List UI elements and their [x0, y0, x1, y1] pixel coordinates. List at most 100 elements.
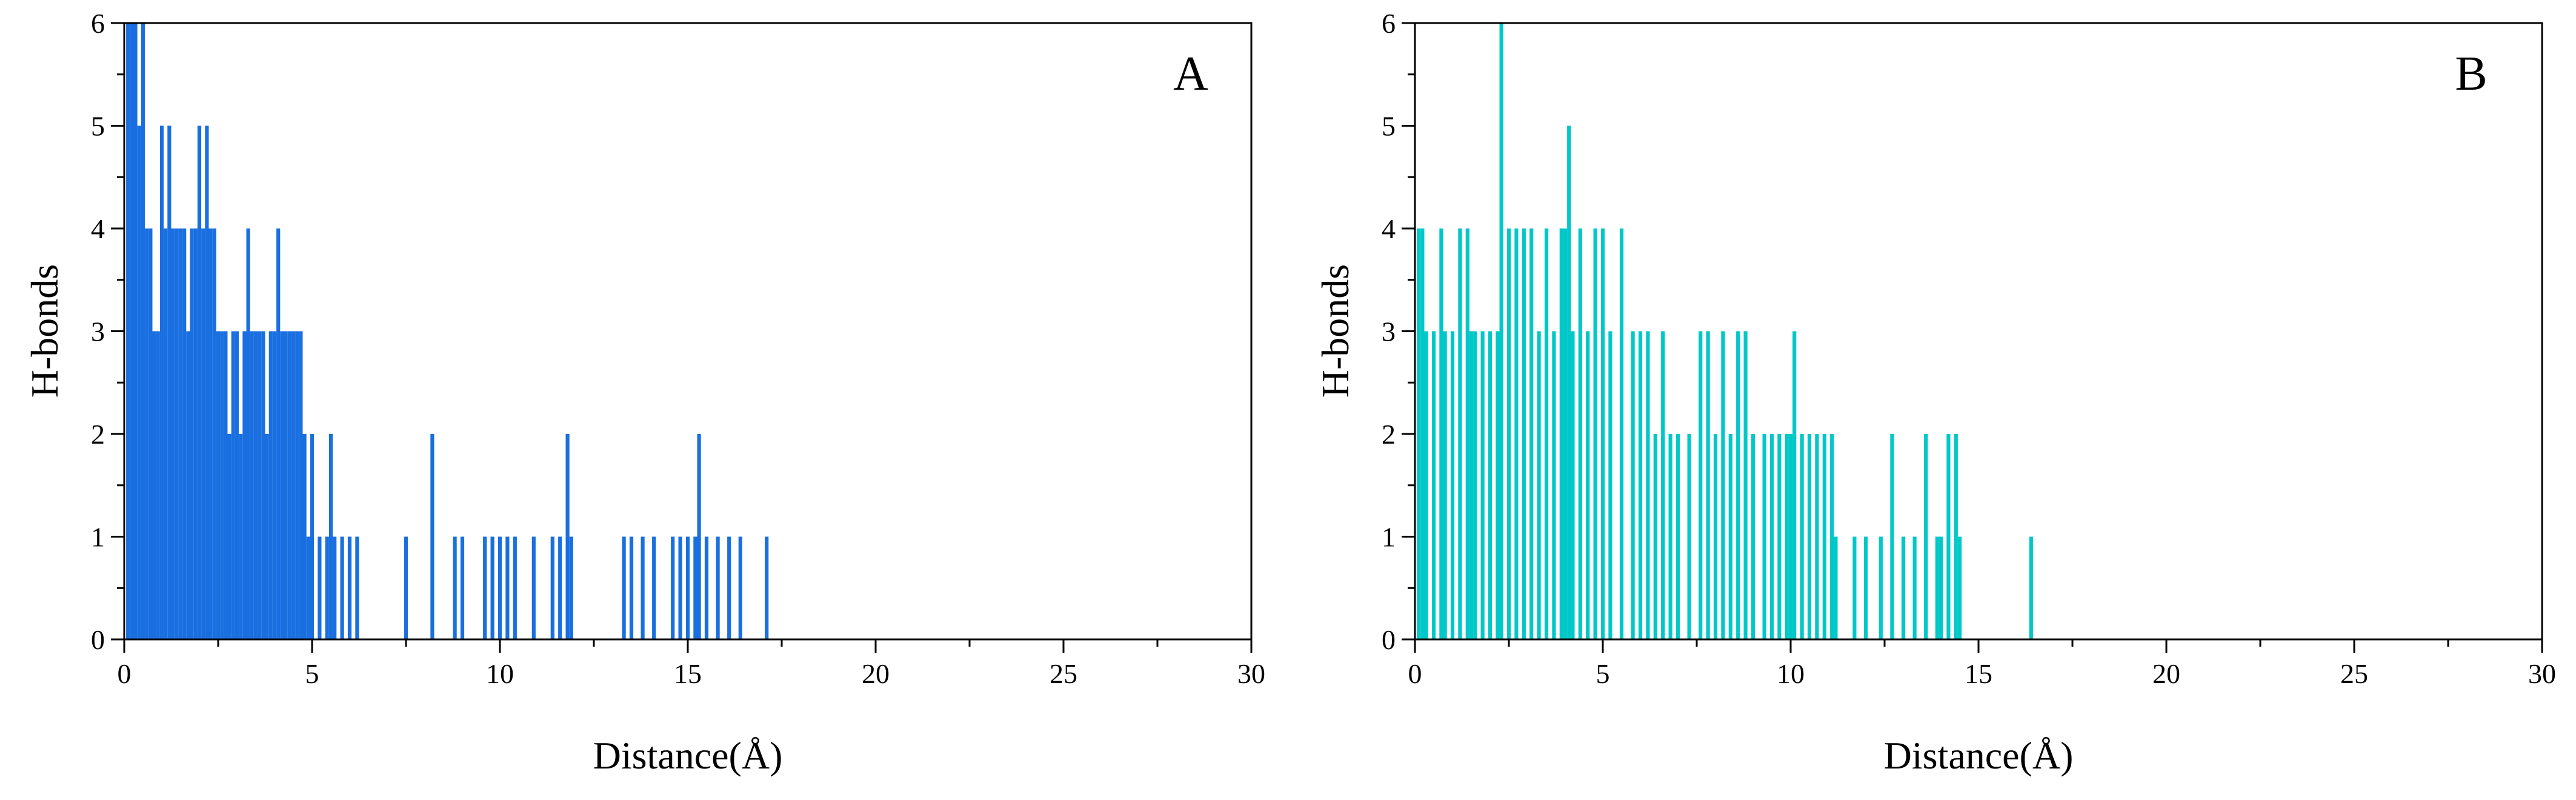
panel-a-bar: [280, 331, 284, 639]
panel-b-bar: [1544, 228, 1549, 639]
panel-a-x-tick-label: 25: [1050, 658, 1077, 689]
panel-a-bar: [565, 434, 570, 639]
panel-a-x-tick-label: 0: [118, 658, 131, 689]
panel-b-bar: [1593, 228, 1597, 639]
panel-a-bar: [685, 536, 690, 639]
panel-b-bar: [1728, 434, 1732, 639]
panel-b-x-tick-label: 0: [1408, 658, 1422, 689]
panel-a-bar: [704, 536, 709, 639]
panel-a-bar: [137, 125, 141, 639]
panel-b-bar: [1450, 331, 1455, 639]
panel-b-y-tick-label: 5: [1382, 111, 1396, 142]
panel-a-bar: [253, 331, 258, 639]
panel-b-y-tick-label: 0: [1382, 624, 1396, 655]
panel-b-bar: [1458, 228, 1462, 639]
panel-a-bar: [205, 125, 209, 639]
panel-b-bar: [1563, 228, 1568, 639]
panel-a-bar: [333, 536, 337, 639]
panel-a-y-axis-title: H-bonds: [23, 264, 66, 398]
panel-b-bar: [1769, 434, 1774, 639]
panel-a-bar: [287, 331, 291, 639]
panel-a-bar: [355, 536, 359, 639]
panel-a-bar: [224, 331, 228, 639]
panel-b-bar: [1473, 331, 1477, 639]
panel-a-bar: [272, 331, 277, 639]
panel-a-bar: [145, 228, 149, 639]
panel-b-bar: [1424, 331, 1428, 639]
panel-b-x-tick-label: 20: [2152, 658, 2180, 689]
panel-b-y-tick-label: 3: [1382, 316, 1396, 347]
panel-b-bar: [1879, 536, 1883, 639]
panel-b-bar: [1777, 434, 1782, 639]
panel-b-bar: [1743, 331, 1748, 639]
panel-a-bar: [738, 536, 742, 639]
panel-b-bar: [1699, 331, 1703, 639]
panel-a-y-tick-label: 3: [91, 316, 105, 347]
panel-a-bar: [186, 331, 190, 639]
panel-b-bar: [1830, 434, 1834, 639]
panel-a-bar: [159, 125, 164, 639]
panel-b-bar: [1499, 23, 1503, 639]
panel-b-x-tick-label: 5: [1596, 658, 1610, 689]
panel-a-bar: [261, 331, 265, 639]
panel-b-bar: [1957, 536, 1962, 639]
panel-a-bar: [295, 331, 299, 639]
panel-b-y-tick-label: 2: [1382, 419, 1396, 450]
panel-b-bar: [1619, 228, 1624, 639]
panel-b-x-axis-title: Distance(Å): [1884, 734, 2074, 777]
panel-a-bar: [558, 536, 562, 639]
panel-a-bar: [453, 536, 457, 639]
panel-b-bar: [1496, 331, 1500, 639]
panel-b-bar: [1912, 536, 1917, 639]
panel-a-bar: [629, 536, 634, 639]
panel-b-ticks: [1402, 22, 2543, 653]
panel-b-bar: [1571, 331, 1575, 639]
panel-b-bar: [1939, 536, 1943, 639]
panel-a-bar: [265, 434, 269, 639]
panel-a-x-tick-label: 5: [305, 658, 319, 689]
panel-b-y-tick-labels: 0 1 2 3 4 5 6: [1382, 8, 1396, 655]
panel-a-bar: [697, 434, 701, 639]
panel-a-bar: [641, 536, 645, 639]
panel-a-bar: [212, 228, 216, 639]
panel-b-y-tick-label: 6: [1382, 8, 1396, 39]
panel-a-bar: [284, 331, 288, 639]
panel-b-letter: B: [2455, 47, 2487, 101]
panel-b-bar: [1522, 228, 1526, 639]
panel-b-bar: [1788, 434, 1793, 639]
panel-b-bar: [1785, 434, 1789, 639]
panel-a-x-tick-label: 10: [486, 658, 514, 689]
panel-b-plot-frame: [1414, 22, 2543, 641]
panel-a-bar: [306, 536, 310, 639]
panel-b-chart: 0 5 10 15 20 25 30 0 1 2 3 4 5 6 Distance(Å) H-bonds…: [1314, 8, 2556, 777]
panel-a-bar: [328, 434, 333, 639]
panel-a-bar: [171, 228, 175, 639]
panel-a-bar: [141, 23, 145, 639]
panel-a-bar: [148, 228, 153, 639]
panel-b-bar: [1834, 536, 1838, 639]
panel-a-bar: [302, 434, 307, 639]
panel-b-bar: [1608, 331, 1612, 639]
panel-a-bar: [550, 536, 554, 639]
panel-a-bar: [239, 434, 243, 639]
panel-a-y-tick-label: 5: [91, 111, 105, 142]
panel-a-y-tick-labels: 0 1 2 3 4 5 6: [91, 8, 105, 655]
panel-a-bar: [276, 228, 281, 639]
panel-b-bar: [1762, 434, 1766, 639]
panel-a-bar: [765, 536, 769, 639]
panel-a-bar: [193, 228, 198, 639]
panel-a-bar: [156, 331, 160, 639]
panel-a-bar: [133, 23, 138, 639]
panel-b-bar: [1443, 331, 1447, 639]
panel-a-x-axis-title: Distance(Å): [593, 734, 783, 777]
panel-a-bar: [130, 23, 134, 639]
panel-b-bar: [1506, 228, 1511, 639]
panel-a-bar: [190, 228, 194, 639]
panel-a-bar: [483, 536, 487, 639]
panel-a-bar: [569, 536, 573, 639]
panel-a-bar: [182, 228, 187, 639]
panel-b-bar: [1792, 331, 1797, 639]
panel-b-bar: [1514, 228, 1519, 639]
panel-a-bar: [167, 125, 171, 639]
panel-b-bar: [1901, 536, 1906, 639]
